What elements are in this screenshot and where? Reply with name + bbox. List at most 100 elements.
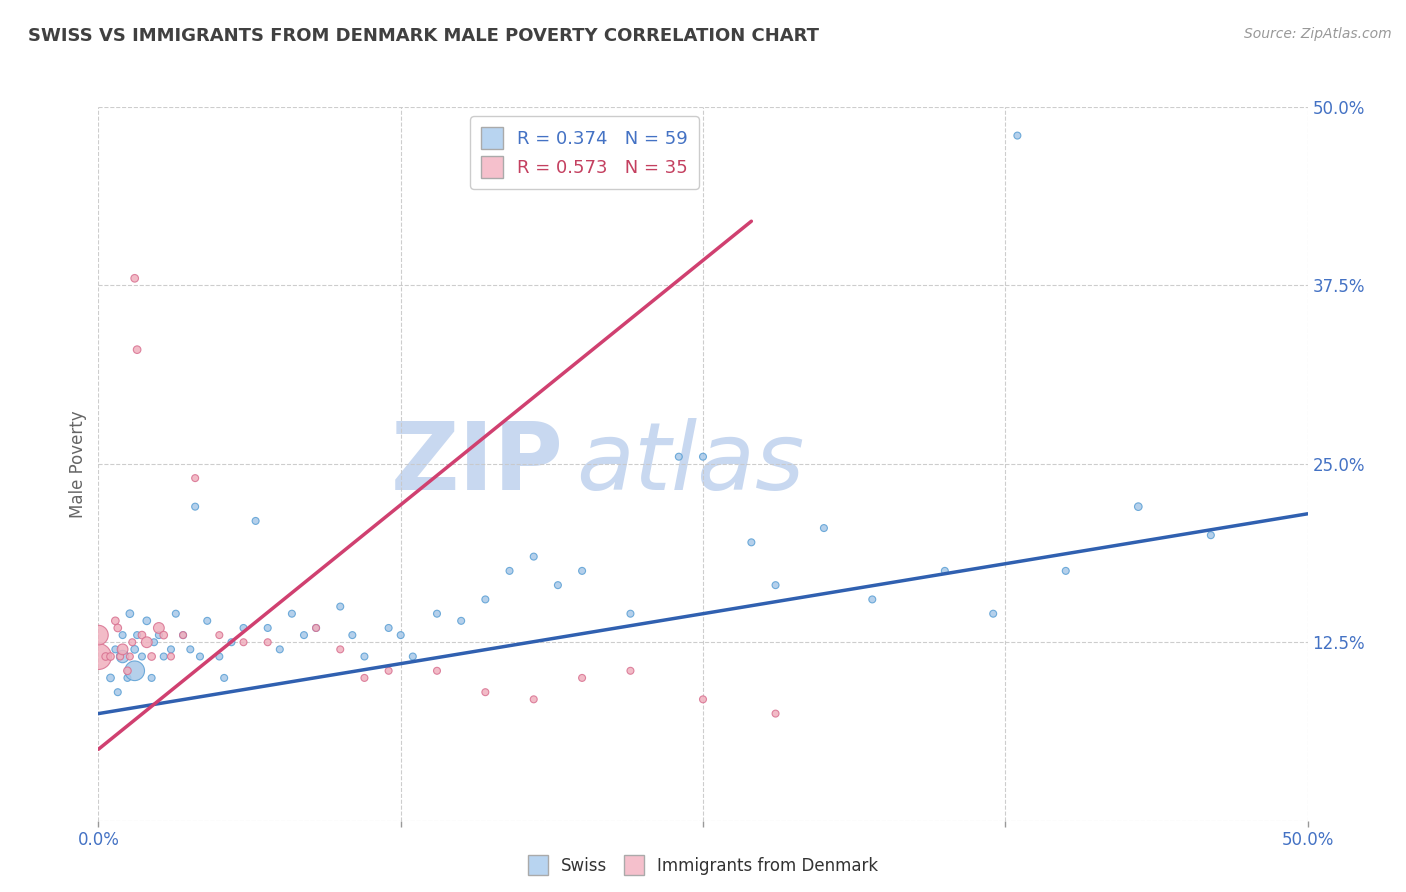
Point — [305, 621, 328, 635]
Point — [184, 471, 207, 485]
Point — [117, 664, 139, 678]
Point — [523, 692, 546, 706]
Point — [1007, 128, 1029, 143]
Point — [329, 642, 352, 657]
Point — [111, 642, 134, 657]
Point — [692, 692, 714, 706]
Point — [165, 607, 187, 621]
Point — [353, 671, 375, 685]
Point — [127, 628, 149, 642]
Text: SWISS VS IMMIGRANTS FROM DENMARK MALE POVERTY CORRELATION CHART: SWISS VS IMMIGRANTS FROM DENMARK MALE PO… — [28, 27, 820, 45]
Point — [934, 564, 956, 578]
Point — [141, 649, 163, 664]
Point — [104, 614, 127, 628]
Point — [118, 607, 141, 621]
Point — [571, 564, 593, 578]
Point — [1054, 564, 1077, 578]
Point — [148, 628, 170, 642]
Point — [498, 564, 520, 578]
Point — [981, 607, 1004, 621]
Point — [377, 664, 399, 678]
Point — [256, 621, 278, 635]
Point — [100, 671, 122, 685]
Point — [232, 635, 254, 649]
Point — [135, 635, 157, 649]
Point — [188, 649, 211, 664]
Point — [124, 642, 146, 657]
Point — [1128, 500, 1150, 514]
Point — [426, 607, 449, 621]
Point — [547, 578, 569, 592]
Point — [118, 649, 141, 664]
Point — [107, 621, 129, 635]
Point — [212, 671, 235, 685]
Point — [389, 628, 412, 642]
Point — [474, 592, 496, 607]
Point — [619, 607, 641, 621]
Point — [94, 649, 117, 664]
Point — [292, 628, 315, 642]
Point — [571, 671, 593, 685]
Point — [377, 621, 399, 635]
Point — [100, 649, 122, 664]
Point — [143, 635, 166, 649]
Point — [668, 450, 690, 464]
Point — [426, 664, 449, 678]
Point — [208, 628, 231, 642]
Point — [172, 628, 194, 642]
Point — [342, 628, 364, 642]
Point — [160, 649, 183, 664]
Point — [179, 642, 201, 657]
Point — [160, 642, 183, 657]
Point — [117, 671, 139, 685]
Text: ZIP: ZIP — [391, 417, 564, 510]
Point — [523, 549, 546, 564]
Text: Source: ZipAtlas.com: Source: ZipAtlas.com — [1244, 27, 1392, 41]
Point — [141, 671, 163, 685]
Point — [245, 514, 267, 528]
Point — [450, 614, 472, 628]
Point — [765, 706, 787, 721]
Point — [1199, 528, 1222, 542]
Point — [195, 614, 218, 628]
Point — [208, 649, 231, 664]
Point — [619, 664, 641, 678]
Point — [108, 649, 131, 664]
Point — [87, 649, 110, 664]
Point — [131, 649, 153, 664]
Point — [281, 607, 304, 621]
Point — [860, 592, 883, 607]
Point — [104, 642, 127, 657]
Point — [329, 599, 352, 614]
Point — [269, 642, 291, 657]
Point — [692, 450, 714, 464]
Point — [131, 628, 153, 642]
Point — [121, 635, 143, 649]
Point — [813, 521, 835, 535]
Point — [172, 628, 194, 642]
Point — [402, 649, 425, 664]
Point — [124, 271, 146, 285]
Point — [111, 628, 134, 642]
Point — [111, 649, 134, 664]
Point — [353, 649, 375, 664]
Legend: Swiss, Immigrants from Denmark: Swiss, Immigrants from Denmark — [519, 847, 887, 884]
Point — [127, 343, 149, 357]
Text: atlas: atlas — [576, 418, 804, 509]
Point — [152, 628, 174, 642]
Point — [765, 578, 787, 592]
Point — [152, 649, 174, 664]
Point — [87, 628, 110, 642]
Point — [474, 685, 496, 699]
Point — [221, 635, 243, 649]
Point — [124, 664, 146, 678]
Point — [184, 500, 207, 514]
Point — [740, 535, 762, 549]
Point — [107, 685, 129, 699]
Point — [232, 621, 254, 635]
Point — [305, 621, 328, 635]
Point — [256, 635, 278, 649]
Point — [148, 621, 170, 635]
Point — [135, 614, 157, 628]
Y-axis label: Male Poverty: Male Poverty — [69, 410, 87, 517]
